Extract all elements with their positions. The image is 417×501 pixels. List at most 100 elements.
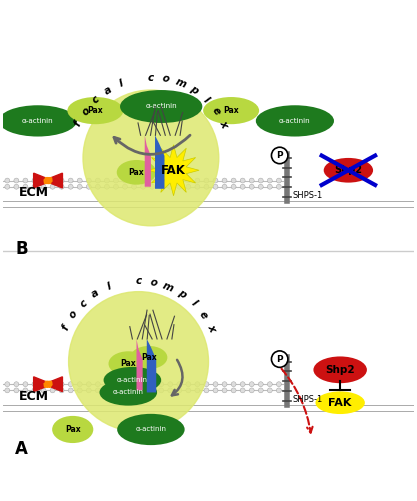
Ellipse shape	[52, 416, 93, 443]
Circle shape	[249, 178, 254, 183]
Circle shape	[159, 184, 163, 189]
Circle shape	[113, 178, 118, 183]
Text: Pax: Pax	[88, 106, 103, 115]
Circle shape	[168, 184, 173, 189]
Circle shape	[267, 178, 272, 183]
Circle shape	[159, 382, 163, 387]
Circle shape	[271, 351, 288, 367]
Circle shape	[249, 388, 254, 393]
Text: P: P	[276, 151, 283, 160]
Circle shape	[186, 178, 191, 183]
Circle shape	[131, 178, 136, 183]
Circle shape	[77, 184, 82, 189]
Circle shape	[41, 178, 46, 183]
Text: c: c	[78, 298, 89, 309]
Circle shape	[59, 382, 64, 387]
Polygon shape	[148, 145, 199, 196]
Text: Pax: Pax	[141, 353, 157, 362]
Circle shape	[104, 184, 109, 189]
Circle shape	[69, 292, 208, 431]
Circle shape	[276, 178, 281, 183]
Circle shape	[50, 184, 55, 189]
Circle shape	[231, 184, 236, 189]
Text: α-actinin: α-actinin	[117, 377, 148, 383]
Text: a: a	[102, 84, 113, 96]
Circle shape	[267, 382, 272, 387]
Circle shape	[77, 382, 82, 387]
Circle shape	[150, 184, 155, 189]
Ellipse shape	[108, 351, 148, 376]
Circle shape	[123, 382, 128, 387]
Circle shape	[204, 388, 209, 393]
Circle shape	[104, 382, 109, 387]
Circle shape	[68, 382, 73, 387]
Circle shape	[68, 184, 73, 189]
Circle shape	[195, 388, 200, 393]
Circle shape	[5, 382, 10, 387]
Circle shape	[95, 178, 100, 183]
Circle shape	[23, 178, 28, 183]
Circle shape	[177, 178, 182, 183]
Circle shape	[59, 388, 64, 393]
Text: a: a	[90, 288, 101, 300]
Text: SHPS-1: SHPS-1	[293, 395, 323, 404]
Circle shape	[68, 388, 73, 393]
Circle shape	[95, 382, 100, 387]
Circle shape	[41, 382, 46, 387]
Circle shape	[258, 382, 263, 387]
Circle shape	[213, 388, 218, 393]
Text: α-actinin: α-actinin	[146, 104, 177, 110]
Text: A: A	[15, 440, 28, 458]
Circle shape	[168, 178, 173, 183]
Circle shape	[59, 184, 64, 189]
Ellipse shape	[103, 367, 161, 393]
Circle shape	[222, 178, 227, 183]
Text: l: l	[106, 282, 113, 292]
Circle shape	[168, 382, 173, 387]
Circle shape	[177, 382, 182, 387]
Text: o: o	[68, 309, 80, 321]
Circle shape	[276, 184, 281, 189]
Circle shape	[150, 382, 155, 387]
Circle shape	[150, 388, 155, 393]
Text: SHPS-1: SHPS-1	[293, 191, 323, 200]
Circle shape	[222, 382, 227, 387]
Ellipse shape	[314, 356, 367, 383]
Circle shape	[32, 178, 37, 183]
Circle shape	[123, 178, 128, 183]
Circle shape	[258, 184, 263, 189]
Circle shape	[222, 184, 227, 189]
Text: α-actinin: α-actinin	[22, 118, 53, 124]
Text: Pax: Pax	[65, 425, 80, 434]
Circle shape	[23, 388, 28, 393]
Circle shape	[131, 184, 136, 189]
Text: α-actinin: α-actinin	[279, 118, 311, 124]
Circle shape	[249, 184, 254, 189]
Circle shape	[276, 388, 281, 393]
Circle shape	[14, 178, 19, 183]
Circle shape	[231, 388, 236, 393]
Circle shape	[141, 382, 146, 387]
Circle shape	[195, 382, 200, 387]
Circle shape	[59, 178, 64, 183]
Circle shape	[240, 178, 245, 183]
Text: c: c	[148, 73, 154, 83]
Text: FAK: FAK	[329, 398, 352, 408]
Circle shape	[95, 184, 100, 189]
Circle shape	[14, 382, 19, 387]
Text: α-actinin: α-actinin	[113, 389, 144, 395]
Ellipse shape	[324, 158, 373, 182]
Circle shape	[50, 382, 55, 387]
Text: p: p	[188, 84, 200, 97]
Text: Shp2: Shp2	[334, 165, 362, 175]
Text: ECM: ECM	[19, 186, 49, 199]
Ellipse shape	[0, 105, 77, 137]
Text: e: e	[210, 105, 222, 117]
Polygon shape	[147, 339, 156, 392]
Circle shape	[68, 178, 73, 183]
Circle shape	[14, 388, 19, 393]
Circle shape	[41, 388, 46, 393]
Circle shape	[271, 147, 288, 164]
Circle shape	[14, 184, 19, 189]
Circle shape	[231, 178, 236, 183]
